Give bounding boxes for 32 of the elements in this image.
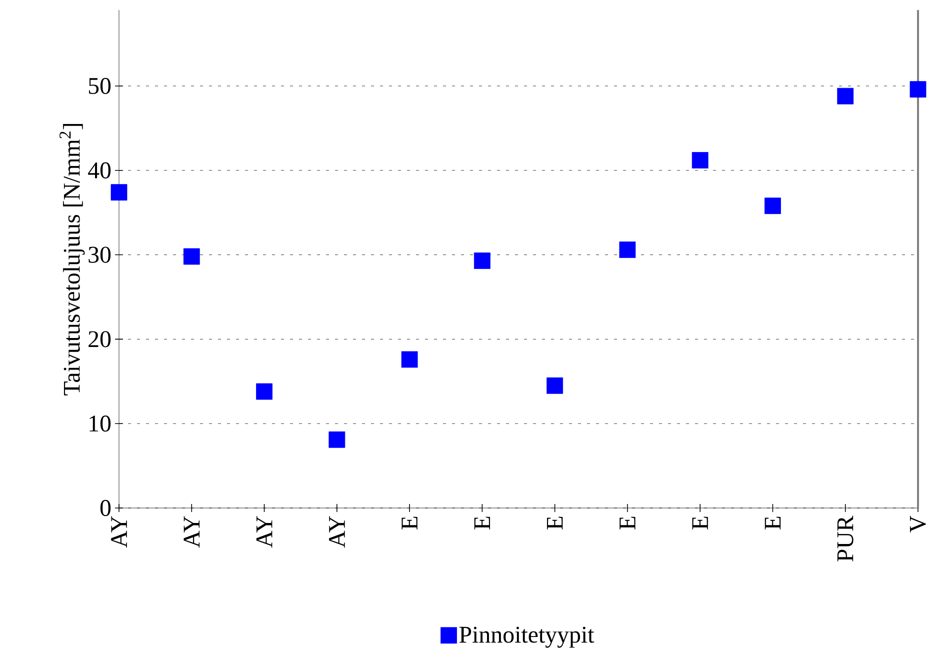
point	[183, 248, 200, 265]
x-tick-label: AY	[256, 516, 272, 548]
point	[256, 383, 272, 400]
point	[764, 198, 781, 214]
x-tick-label: AY	[184, 516, 200, 548]
point	[910, 81, 926, 98]
x-tick-label: PUR	[837, 516, 854, 562]
x-tick-label: E	[620, 516, 636, 530]
point	[837, 88, 854, 104]
y-axis-title: Taivutusvetolujuus [N/mm$^{2}$]	[60, 124, 85, 396]
y-tick-label: 50	[88, 78, 111, 94]
x-tick-label: E	[546, 516, 563, 530]
point	[619, 242, 636, 258]
y-tick-label: 20	[88, 331, 111, 348]
x-tick-label: E	[764, 516, 781, 530]
y-tick-label: 30	[88, 246, 111, 263]
x-tick-label: AY	[329, 516, 345, 548]
point	[546, 377, 564, 394]
x-tick-label: E	[474, 516, 490, 530]
point	[401, 351, 418, 368]
point	[692, 152, 708, 168]
y-tick-label: 40	[88, 162, 111, 178]
point	[328, 431, 346, 448]
x-tick-label: E	[402, 516, 418, 530]
y-tick-label: 0	[100, 500, 111, 516]
y-tick-label: 10	[90, 416, 111, 432]
x-tick-label: E	[692, 516, 708, 530]
legend-label: Pinnoitetyypit	[459, 626, 594, 648]
point	[474, 252, 490, 269]
point	[110, 184, 128, 201]
x-tick-label: V	[910, 516, 926, 533]
x-tick-label: AY	[111, 516, 127, 548]
